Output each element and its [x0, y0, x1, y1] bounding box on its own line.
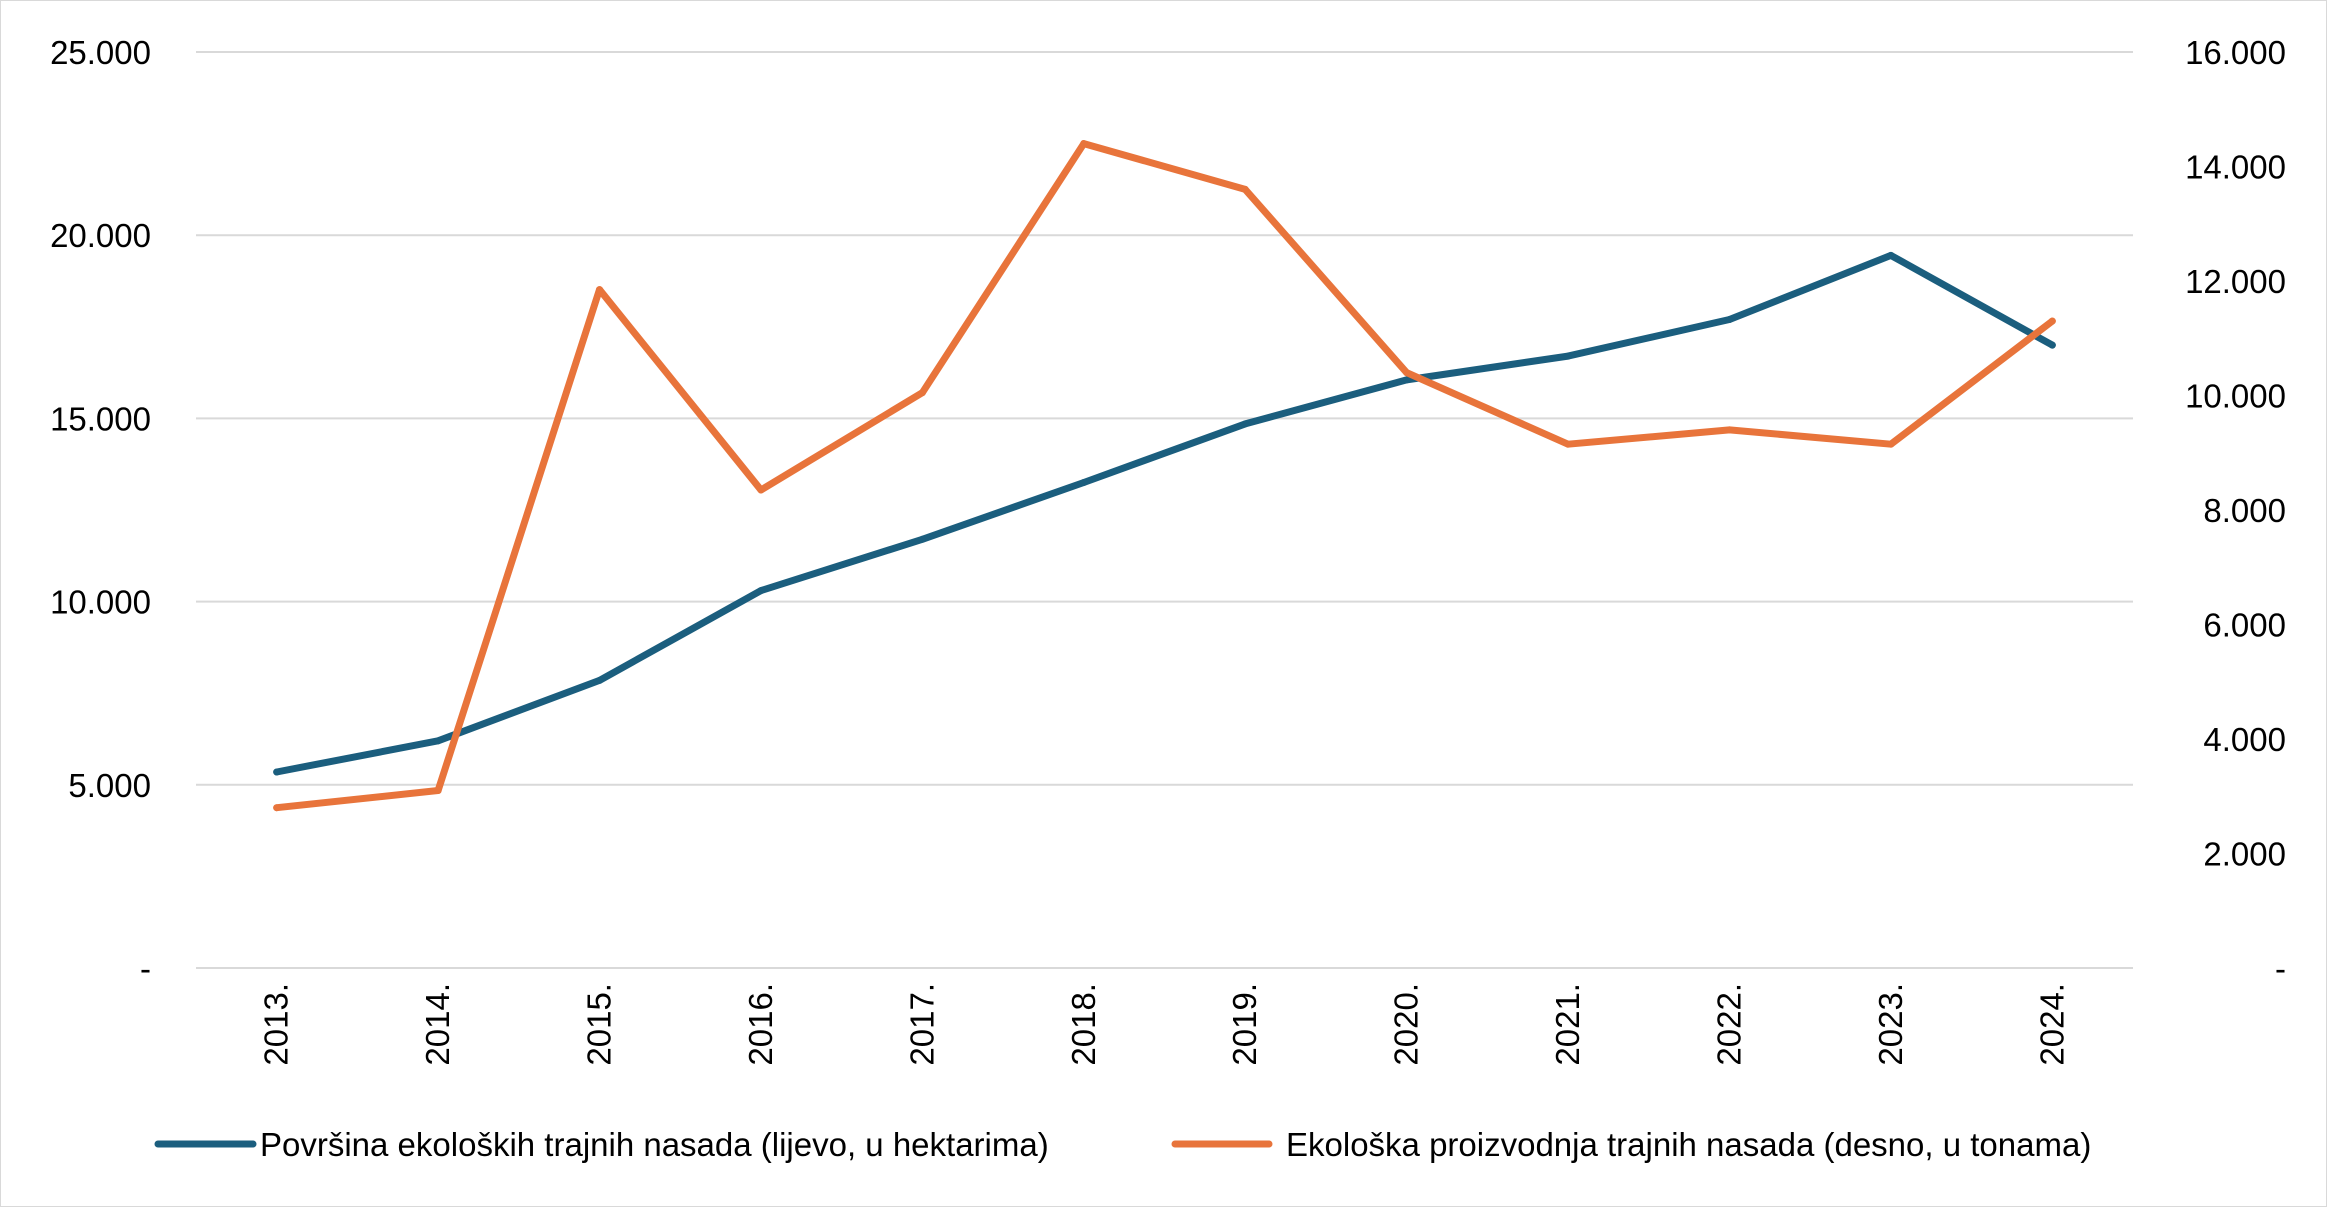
series-lines [273, 140, 2056, 812]
data-point [1241, 185, 1249, 193]
data-point [1241, 420, 1249, 428]
series-line [273, 251, 2056, 776]
data-point [1887, 251, 1895, 259]
legend-label: Ekološka proizvodnja trajnih nasada (des… [1286, 1126, 2091, 1163]
left-y-tick-label: 25.000 [50, 34, 151, 71]
series-line [273, 140, 2056, 812]
legend-item-2: Ekološka proizvodnja trajnih nasada (des… [1171, 1126, 2091, 1163]
x-tick-label: 2013. [258, 983, 295, 1066]
data-point [596, 286, 604, 294]
data-point [596, 676, 604, 684]
data-point [1887, 440, 1895, 448]
x-tick-label: 2017. [903, 983, 940, 1066]
x-tick-label: 2020. [1388, 983, 1425, 1066]
gridlines [196, 51, 2133, 969]
x-tick-label: 2024. [2033, 983, 2070, 1066]
x-tick-label: 2022. [1710, 983, 1747, 1066]
data-point [434, 787, 442, 795]
x-tick-label: 2014. [419, 983, 456, 1066]
data-point [757, 486, 765, 494]
left-y-tick-label: 15.000 [50, 400, 151, 437]
left-y-tick-label: 5.000 [68, 767, 151, 804]
right-y-tick-label: 6.000 [2203, 607, 2286, 644]
x-tick-label: 2023. [1872, 983, 1909, 1066]
data-point [1725, 426, 1733, 434]
series-2 [273, 140, 2056, 812]
legend: Površina ekoloških trajnih nasada (lijev… [154, 1126, 2091, 1163]
data-point [273, 804, 281, 812]
x-tick-label: 2016. [742, 983, 779, 1066]
legend-item-1: Površina ekoloških trajnih nasada (lijev… [154, 1126, 1049, 1163]
data-point [434, 737, 442, 745]
left-y-tick-label: 20.000 [50, 217, 151, 254]
data-point [757, 587, 765, 595]
right-y-tick-label: - [2275, 950, 2286, 987]
left-y-tick-label: - [140, 950, 151, 987]
x-tick-label: 2015. [581, 983, 618, 1066]
right-y-tick-label: 2.000 [2203, 836, 2286, 873]
left-y-axis: - 5.000 10.000 15.000 20.000 25.000 [50, 34, 151, 987]
data-point [273, 768, 281, 776]
x-tick-label: 2018. [1065, 983, 1102, 1066]
x-axis: 2013. 2014. 2015. 2016. 2017. 2018. 2019. 2020.… [258, 983, 2071, 1066]
data-point [1403, 369, 1411, 377]
data-point [2048, 341, 2056, 349]
x-tick-label: 2019. [1226, 983, 1263, 1066]
data-point [1080, 140, 1088, 148]
x-tick-label: 2021. [1549, 983, 1586, 1066]
legend-label: Površina ekoloških trajnih nasada (lijev… [260, 1126, 1049, 1163]
right-y-tick-label: 4.000 [2203, 721, 2286, 758]
right-y-tick-label: 16.000 [2185, 34, 2286, 71]
data-point [1080, 479, 1088, 487]
data-point [1564, 440, 1572, 448]
data-point [918, 389, 926, 397]
data-point [918, 535, 926, 543]
data-point [1403, 376, 1411, 384]
right-y-tick-label: 8.000 [2203, 492, 2286, 529]
right-y-tick-label: 10.000 [2185, 378, 2286, 415]
right-y-tick-label: 14.000 [2185, 149, 2286, 186]
data-point [1725, 315, 1733, 323]
right-y-tick-label: 12.000 [2185, 263, 2286, 300]
series-1 [273, 251, 2056, 776]
right-y-axis: - 2.000 4.000 6.000 8.000 10.000 12.000 14.000 1… [2185, 34, 2286, 987]
data-point [1564, 352, 1572, 360]
left-y-tick-label: 10.000 [50, 584, 151, 621]
data-point [2048, 317, 2056, 325]
